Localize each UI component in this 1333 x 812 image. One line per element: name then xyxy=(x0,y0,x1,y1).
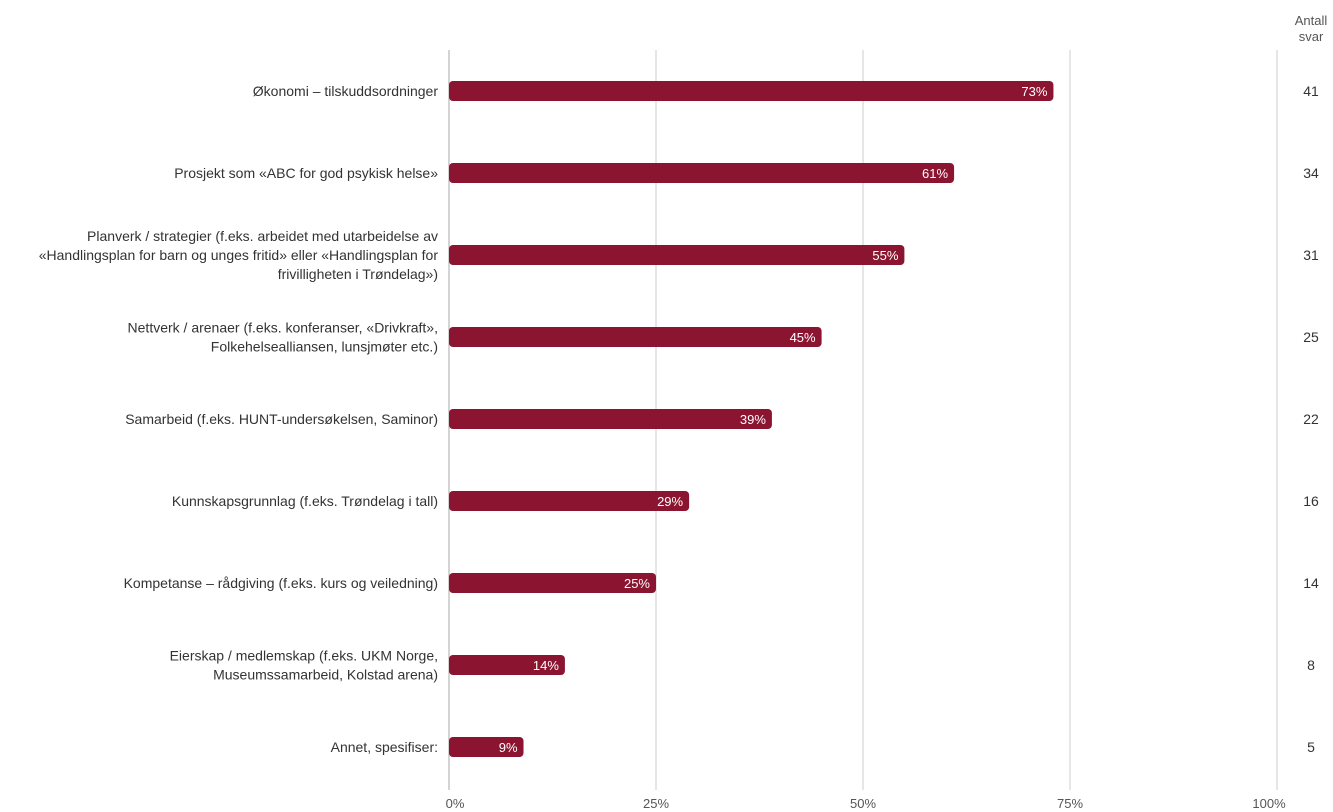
count-value: 16 xyxy=(1303,493,1319,509)
bar-value-label: 29% xyxy=(657,494,683,509)
bar xyxy=(449,573,656,593)
category-label: Kunnskapsgrunnlag (f.eks. Trøndelag i ta… xyxy=(172,493,438,509)
category-label: Økonomi – tilskuddsordninger xyxy=(253,83,439,99)
bar-value-label: 14% xyxy=(533,658,559,673)
bar xyxy=(449,327,822,347)
bar-value-label: 25% xyxy=(624,576,650,591)
count-value: 25 xyxy=(1303,329,1319,345)
counts-header: Antall xyxy=(1295,13,1328,28)
category-label: Museumssamarbeid, Kolstad arena) xyxy=(213,667,438,683)
count-value: 14 xyxy=(1303,575,1319,591)
category-label: Annet, spesifiser: xyxy=(331,739,438,755)
bar xyxy=(449,81,1054,101)
bar xyxy=(449,409,772,429)
count-value: 31 xyxy=(1303,247,1319,263)
category-label: Prosjekt som «ABC for god psykisk helse» xyxy=(174,165,438,181)
bar-value-label: 45% xyxy=(790,330,816,345)
x-tick-label: 50% xyxy=(850,796,876,811)
category-label: Samarbeid (f.eks. HUNT-undersøkelsen, Sa… xyxy=(125,411,438,427)
x-tick-label: 100% xyxy=(1252,796,1286,811)
count-value: 5 xyxy=(1307,739,1315,755)
bar-value-label: 55% xyxy=(872,248,898,263)
x-tick-label: 25% xyxy=(643,796,669,811)
category-label: Kompetanse – rådgiving (f.eks. kurs og v… xyxy=(124,575,438,591)
category-label: Eierskap / medlemskap (f.eks. UKM Norge, xyxy=(170,648,438,664)
category-label: Planverk / strategier (f.eks. arbeidet m… xyxy=(87,228,438,244)
count-value: 22 xyxy=(1303,411,1319,427)
counts-header: svar xyxy=(1299,29,1324,44)
bar xyxy=(449,163,955,183)
count-value: 8 xyxy=(1307,657,1315,673)
category-label: Nettverk / arenaer (f.eks. konferanser, … xyxy=(128,320,438,336)
bar xyxy=(449,655,565,675)
category-label: «Handlingsplan for barn og unges fritid»… xyxy=(39,247,439,263)
count-value: 41 xyxy=(1303,83,1319,99)
x-tick-label: 75% xyxy=(1057,796,1083,811)
category-label: frivilligheten i Trøndelag») xyxy=(278,266,438,282)
x-tick-label: 0% xyxy=(446,796,465,811)
count-value: 34 xyxy=(1303,165,1319,181)
bar-value-label: 9% xyxy=(499,740,518,755)
bar xyxy=(449,491,690,511)
bar xyxy=(449,245,905,265)
bar-value-label: 39% xyxy=(740,412,766,427)
bar xyxy=(449,737,524,757)
category-label: Folkehelsealliansen, lunsjmøter etc.) xyxy=(211,339,438,355)
bar-value-label: 73% xyxy=(1021,84,1047,99)
bar-value-label: 61% xyxy=(922,166,948,181)
